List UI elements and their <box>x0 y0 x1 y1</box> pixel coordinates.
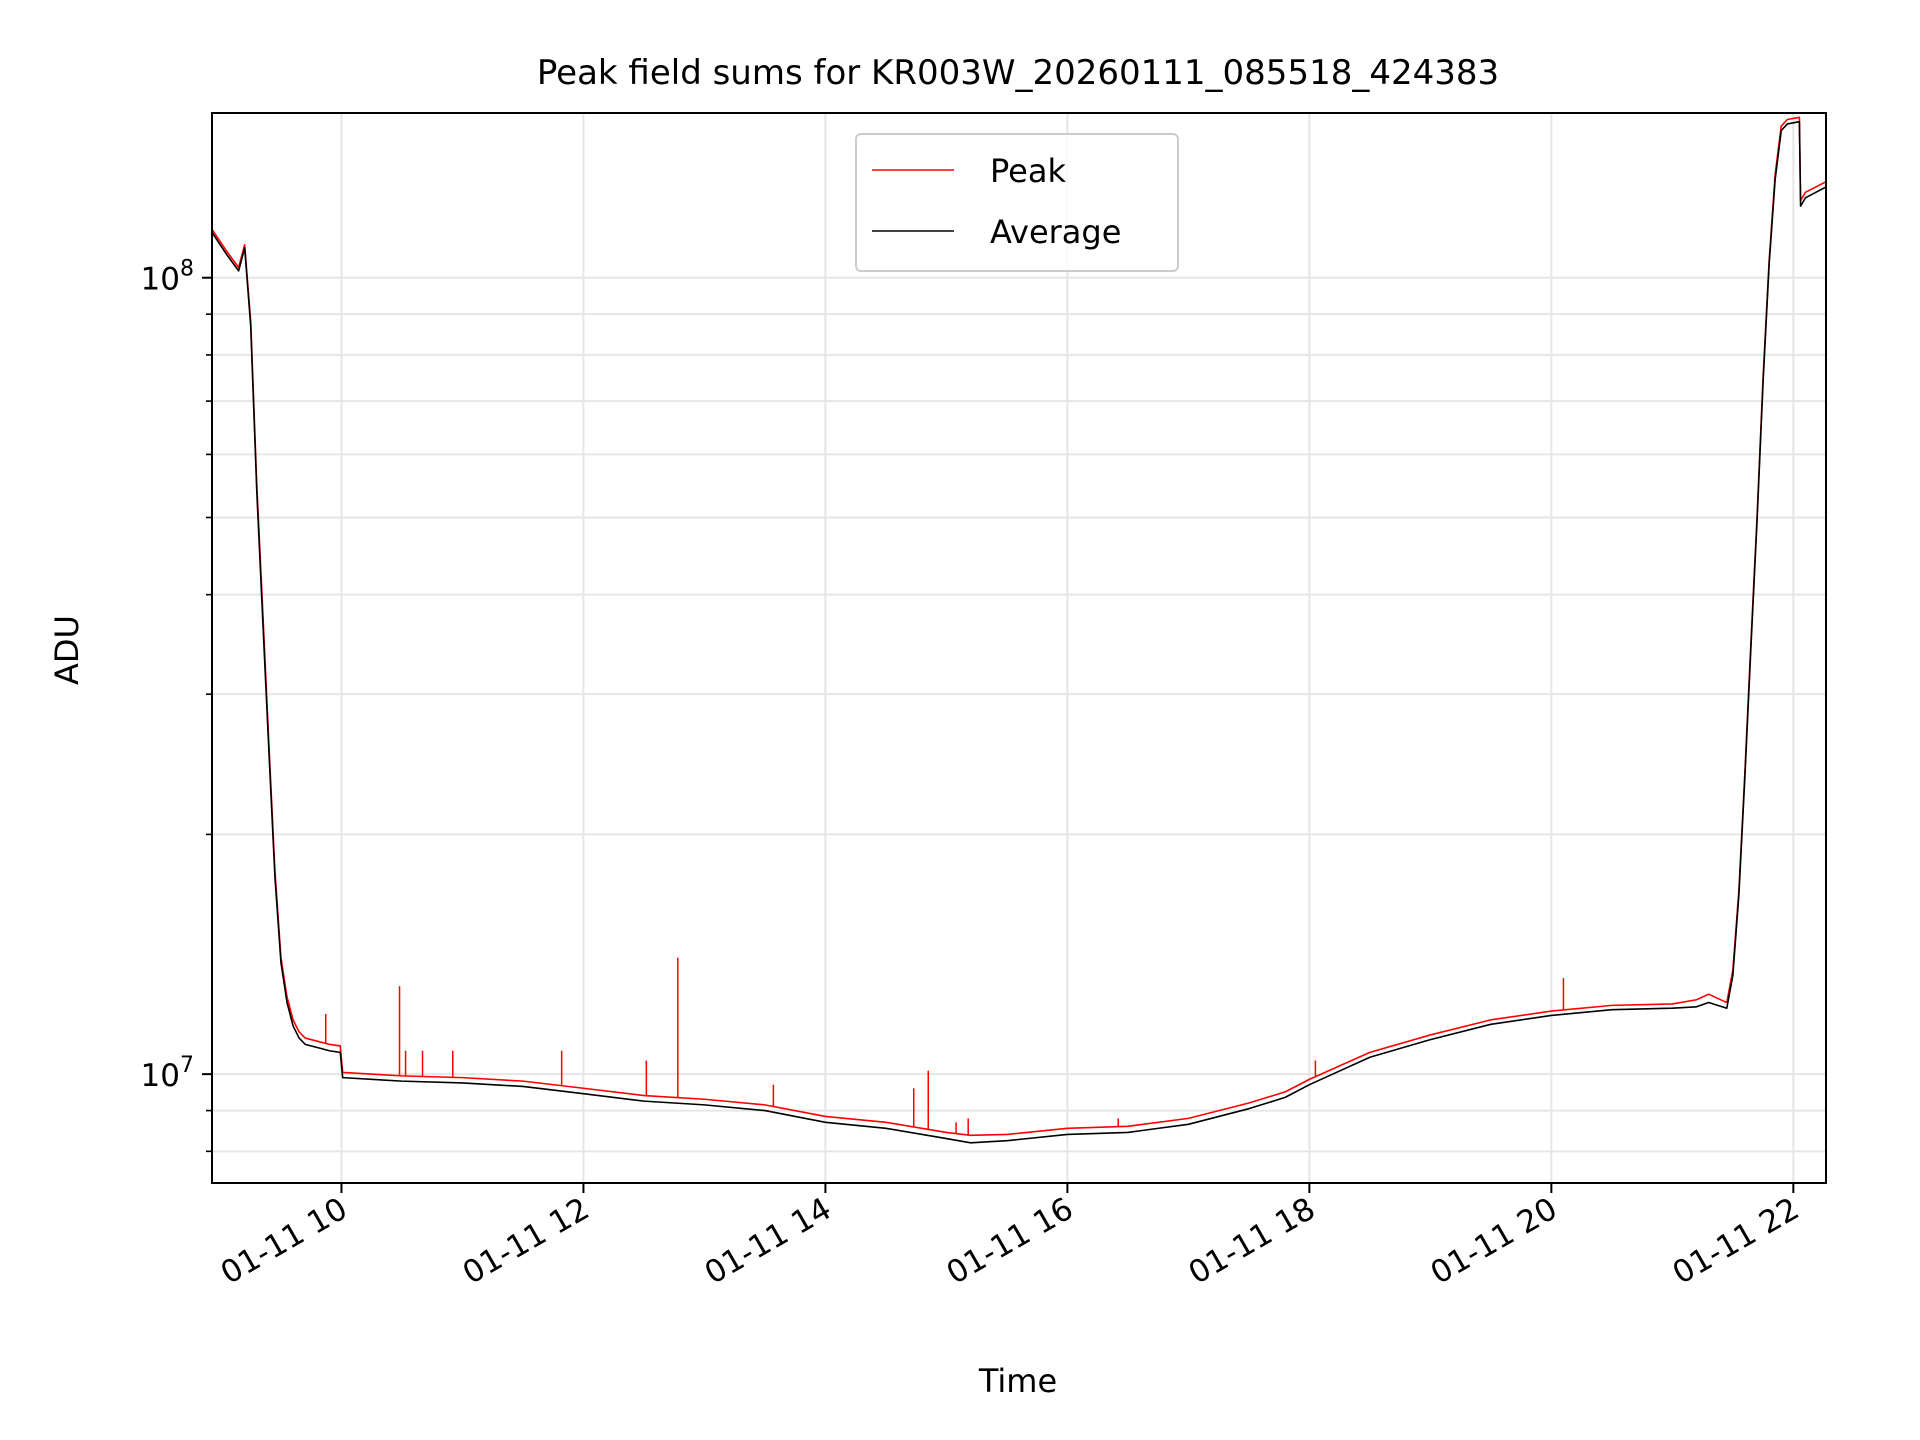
legend: Peak Average <box>855 133 1179 272</box>
x-axis-label: Time <box>978 1362 1057 1400</box>
plot-frame <box>211 112 1827 1184</box>
y-tick-label-base: 10 <box>141 262 180 298</box>
legend-label-average: Average <box>990 213 1121 251</box>
grid <box>212 113 1826 1183</box>
y-tick-label: 107 <box>141 1053 194 1094</box>
legend-box <box>855 133 1179 272</box>
y-tick-label: 108 <box>141 257 194 298</box>
y-tick-label-exponent: 8 <box>180 257 194 282</box>
plot-area <box>212 116 1826 1144</box>
legend-label-peak: Peak <box>990 152 1066 190</box>
plot-lines <box>212 116 1826 1144</box>
y-axis-label: ADU <box>48 615 86 685</box>
y-tick-label-exponent: 7 <box>180 1053 194 1078</box>
chart-title: Peak field sums for KR003W_20260111_0855… <box>537 53 1499 93</box>
y-tick-label-base: 10 <box>141 1058 180 1094</box>
series-line-average <box>212 120 1826 1144</box>
